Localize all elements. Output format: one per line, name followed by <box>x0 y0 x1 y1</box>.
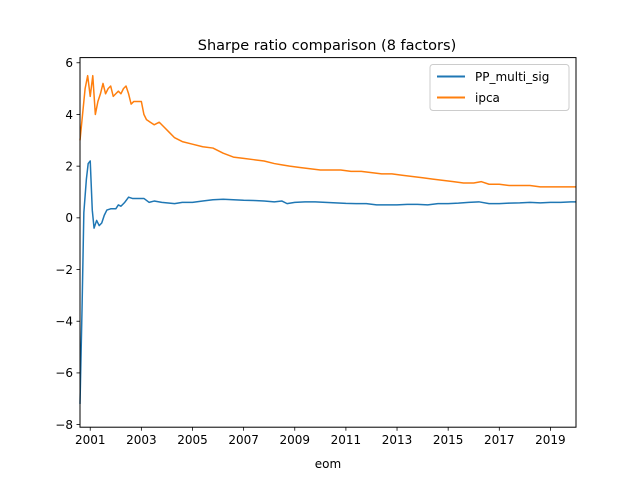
y-tick-label: −6 <box>55 366 73 380</box>
legend-label-0: PP_multi_sig <box>475 70 549 84</box>
chart-title: Sharpe ratio comparison (8 factors) <box>198 38 456 54</box>
x-axis: 2001 2003 2005 2007 2009 2011 2013 2015 2017 2019 <box>75 427 566 447</box>
plot-series <box>79 74 576 404</box>
x-tick-label: 2007 <box>228 433 259 447</box>
y-tick-label: 4 <box>65 108 73 122</box>
y-tick-label: −8 <box>55 418 73 432</box>
x-tick-label: 2009 <box>279 433 310 447</box>
x-tick-label: 2003 <box>126 433 157 447</box>
y-tick-label: 2 <box>65 159 73 173</box>
x-axis-label: eom <box>315 457 341 471</box>
legend-label-1: ipca <box>475 91 500 105</box>
x-tick-label: 2011 <box>331 433 362 447</box>
y-tick-label: 6 <box>65 56 73 70</box>
x-tick-label: 2013 <box>382 433 413 447</box>
x-tick-label: 2001 <box>75 433 106 447</box>
x-tick-label: 2015 <box>433 433 464 447</box>
series-line-0 <box>79 160 576 404</box>
plot-frame <box>79 57 577 428</box>
x-tick-label: 2005 <box>177 433 208 447</box>
y-tick-label: −4 <box>55 315 73 329</box>
x-tick-label: 2019 <box>535 433 566 447</box>
series-line-1 <box>79 74 576 188</box>
y-tick-label: 0 <box>65 211 73 225</box>
x-tick-label: 2017 <box>484 433 515 447</box>
y-tick-label: −2 <box>55 263 73 277</box>
y-axis: −8 −6 −4 −2 0 2 4 6 <box>55 56 80 432</box>
